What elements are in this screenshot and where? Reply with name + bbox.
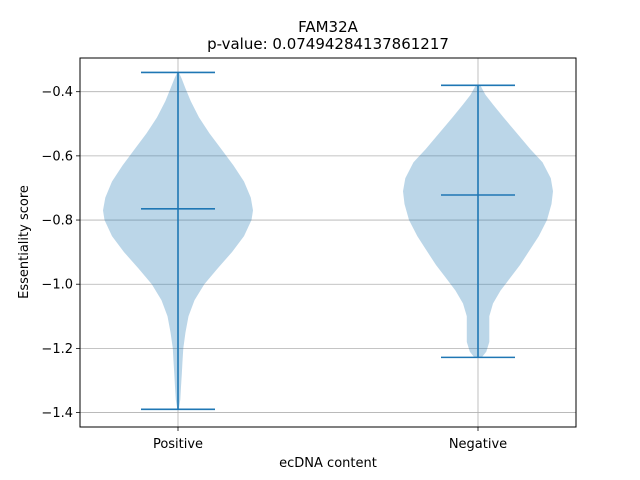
- x-tick-label: Negative: [449, 437, 507, 452]
- x-axis-label: ecDNA content: [279, 456, 377, 471]
- violin-bodies: [103, 72, 553, 410]
- violin-stat-lines: [141, 71, 515, 411]
- chart-subtitle: p-value: 0.07494284137861217: [207, 35, 449, 53]
- y-tick-label: −0.8: [41, 214, 73, 229]
- y-axis: −1.4 −1.2 −1.0 −0.8 −0.6 −0.4: [41, 85, 80, 421]
- y-tick-label: −1.4: [41, 406, 73, 421]
- y-tick-label: −0.4: [41, 85, 73, 100]
- y-axis-label: Essentiality score: [17, 185, 32, 299]
- y-tick-label: −1.0: [41, 278, 73, 293]
- x-tick-label: Positive: [153, 437, 203, 452]
- y-tick-label: −0.6: [41, 149, 73, 164]
- chart-title: FAM32A: [298, 18, 359, 36]
- x-axis: Positive Negative: [153, 427, 507, 452]
- y-tick-label: −1.2: [41, 342, 73, 357]
- plot-frame: [79, 57, 577, 428]
